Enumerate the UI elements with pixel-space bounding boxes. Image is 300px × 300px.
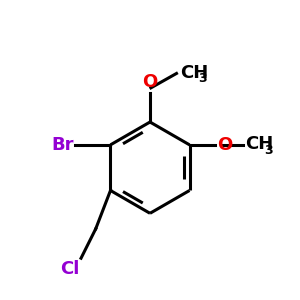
Text: O: O: [217, 136, 232, 154]
Text: 3: 3: [264, 144, 272, 157]
Text: CH: CH: [245, 135, 274, 153]
Text: O: O: [142, 73, 158, 91]
Text: CH: CH: [180, 64, 208, 82]
Text: 3: 3: [198, 72, 206, 85]
Text: Br: Br: [51, 136, 74, 154]
Text: Cl: Cl: [60, 260, 80, 278]
